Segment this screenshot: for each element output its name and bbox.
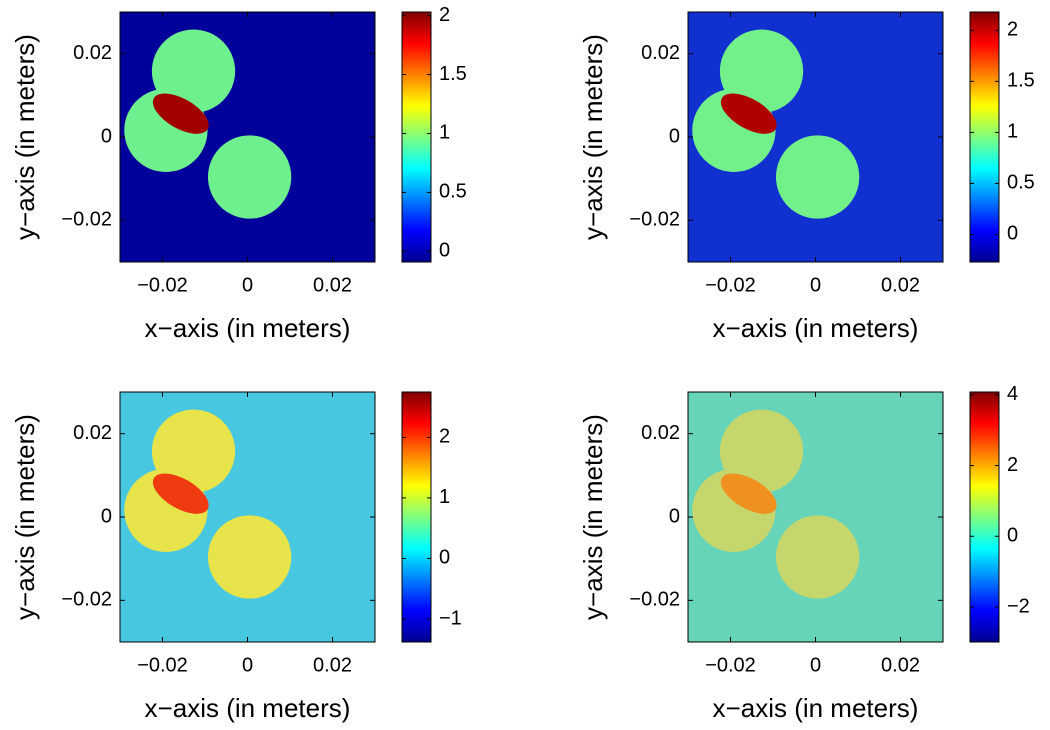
x-axis-label: x−axis (in meters) [145, 313, 351, 343]
colorbar [969, 391, 1000, 643]
y-tick-label: 0 [669, 125, 680, 147]
colorbar-tick-label: 2 [1007, 19, 1018, 41]
disk [775, 515, 860, 599]
y-tick-label: 0.02 [73, 42, 112, 64]
disk [207, 135, 292, 219]
colorbar-tick-label: 2 [439, 426, 450, 448]
heatmap-image [120, 12, 375, 262]
y-tick-label: 0 [101, 505, 112, 527]
y-tick-label: 0.02 [641, 422, 680, 444]
colorbar-tick-label: 1 [1007, 121, 1018, 143]
disk [207, 515, 292, 599]
colorbar-tick-label: 0 [1007, 223, 1018, 245]
ellipse-inclusion [720, 93, 777, 134]
ellipse-inclusion [152, 473, 209, 514]
x-axis-label: x−axis (in meters) [713, 693, 919, 723]
colorbar-tick-label: 1.5 [1007, 70, 1035, 92]
colorbar-tick-label: 1.5 [439, 63, 467, 85]
x-tick-label: −0.02 [705, 274, 756, 296]
x-tick-label: 0.02 [881, 654, 920, 676]
y-tick-label: 0.02 [73, 422, 112, 444]
colorbar [401, 391, 432, 643]
colorbar-tick-label: −1 [439, 607, 462, 629]
y-tick-label: 0 [101, 125, 112, 147]
ellipse-inclusion [152, 93, 209, 134]
y-tick-label: −0.02 [629, 589, 680, 611]
colorbar [401, 11, 432, 263]
x-tick-label: 0.02 [313, 654, 352, 676]
colorbar-tick-label: −2 [1007, 595, 1030, 617]
heatmap-image [688, 392, 943, 642]
colorbar-tick-label: 2 [1007, 454, 1018, 476]
colorbar-tick-label: 2 [439, 4, 450, 26]
y-tick-label: −0.02 [61, 589, 112, 611]
y-tick-label: 0.02 [641, 42, 680, 64]
x-tick-label: 0 [242, 654, 253, 676]
x-axis-label: x−axis (in meters) [145, 693, 351, 723]
colorbar-tick-label: 0 [439, 547, 450, 569]
y-tick-label: −0.02 [629, 209, 680, 231]
x-tick-label: −0.02 [137, 654, 188, 676]
y-axis-label: y−axis (in meters) [578, 414, 608, 620]
x-tick-label: −0.02 [705, 654, 756, 676]
heatmap-image [120, 392, 375, 642]
y-tick-label: −0.02 [61, 209, 112, 231]
heatmap-image [688, 12, 943, 262]
colorbar-tick-label: 1 [439, 122, 450, 144]
y-axis-label: y−axis (in meters) [578, 34, 608, 240]
colorbar-tick-label: 0.5 [1007, 172, 1035, 194]
colorbar-tick-label: 0 [439, 240, 450, 262]
x-tick-label: 0 [810, 654, 821, 676]
colorbar-tick-label: 0 [1007, 525, 1018, 547]
colorbar [969, 11, 1000, 263]
colorbar-tick-label: 1 [439, 486, 450, 508]
y-axis-label: y−axis (in meters) [10, 414, 40, 620]
colorbar-tick-label: 4 [1007, 383, 1018, 405]
x-tick-label: 0.02 [881, 274, 920, 296]
x-tick-label: 0 [242, 274, 253, 296]
y-axis-label: y−axis (in meters) [10, 34, 40, 240]
ellipse-inclusion [720, 473, 777, 514]
x-tick-label: −0.02 [137, 274, 188, 296]
x-tick-label: 0 [810, 274, 821, 296]
colorbar-tick-label: 0.5 [439, 181, 467, 203]
disk [775, 135, 860, 219]
x-axis-label: x−axis (in meters) [713, 313, 919, 343]
x-tick-label: 0.02 [313, 274, 352, 296]
y-tick-label: 0 [669, 505, 680, 527]
